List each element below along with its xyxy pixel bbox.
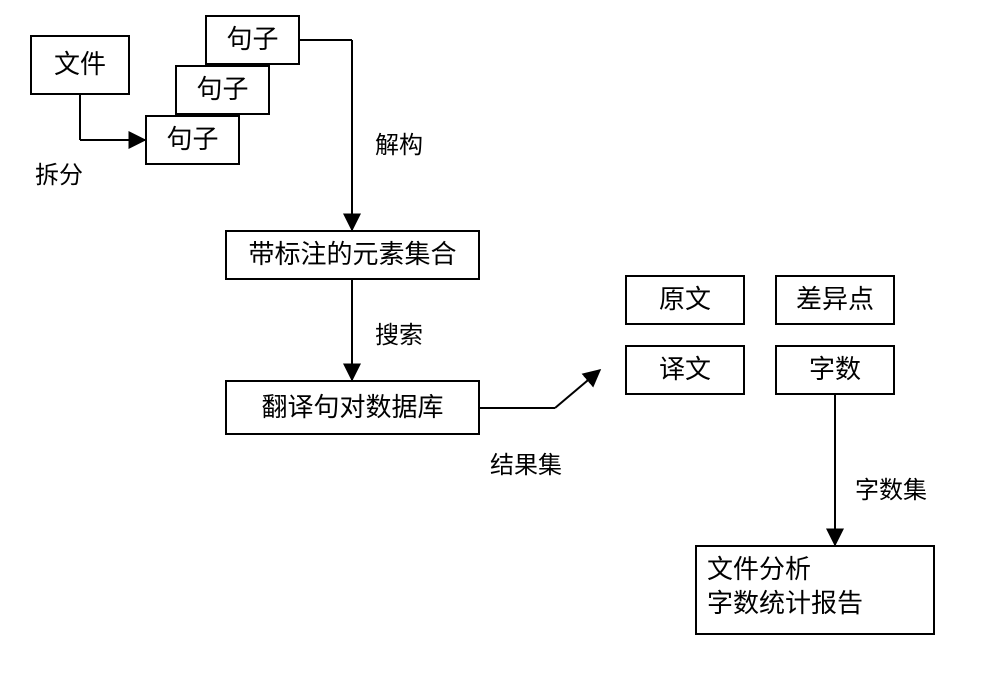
edge-label-deconstruct: 解构 [375, 125, 423, 160]
flowchart-canvas: 文件 句子 句子 句子 带标注的元素集合 翻译句对数据库 原文 译文 差异点 字… [0, 0, 1000, 675]
node-report: 文件分析 字数统计报告 [695, 545, 935, 635]
node-label: 原文 [659, 283, 711, 317]
node-label: 文件 [54, 48, 106, 82]
node-label: 文件分析 字数统计报告 [707, 553, 863, 621]
node-sentence-3: 句子 [205, 15, 300, 65]
node-translated-text: 译文 [625, 345, 745, 395]
node-diff-points: 差异点 [775, 275, 895, 325]
node-file: 文件 [30, 35, 130, 95]
node-sentence-2: 句子 [175, 65, 270, 115]
edge-label-split: 拆分 [35, 155, 83, 190]
node-label: 译文 [659, 353, 711, 387]
edge-label-result-set: 结果集 [490, 445, 562, 480]
node-translation-db: 翻译句对数据库 [225, 380, 480, 435]
edge-label-wordcount-set: 字数集 [855, 470, 927, 505]
node-label: 带标注的元素集合 [248, 238, 456, 272]
node-original-text: 原文 [625, 275, 745, 325]
node-sentence-1: 句子 [145, 115, 240, 165]
node-label: 句子 [226, 23, 278, 57]
node-annotated-set: 带标注的元素集合 [225, 230, 480, 280]
node-word-count: 字数 [775, 345, 895, 395]
node-label: 句子 [196, 73, 248, 107]
node-label: 句子 [166, 123, 218, 157]
node-label: 翻译句对数据库 [261, 391, 443, 425]
node-label: 字数 [809, 353, 861, 387]
node-label: 差异点 [796, 283, 874, 317]
edge-label-search: 搜索 [375, 315, 423, 350]
